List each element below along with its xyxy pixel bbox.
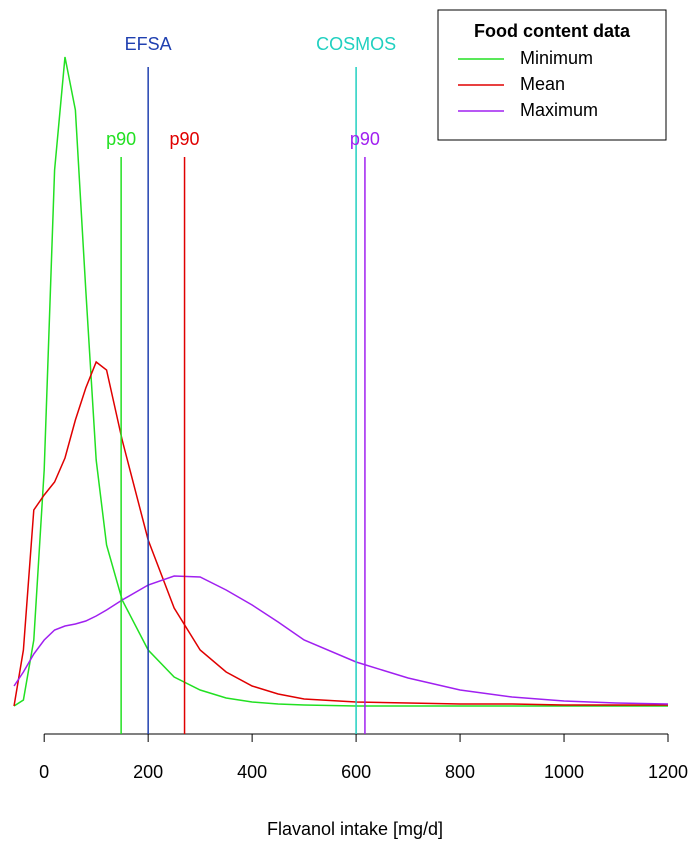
x-tick-label: 600 [341, 762, 371, 782]
density-curve [13, 575, 669, 705]
reference-label: p90 [170, 129, 200, 149]
density-curve [13, 360, 668, 707]
reference-label: p90 [106, 129, 136, 149]
x-tick-label: 1200 [648, 762, 688, 782]
x-tick-label: 400 [237, 762, 267, 782]
x-tick-label: 1000 [544, 762, 584, 782]
reference-label: EFSA [125, 34, 172, 54]
legend-label: Maximum [520, 100, 598, 120]
legend-box [437, 9, 667, 141]
legend-label: Mean [520, 74, 565, 94]
x-tick-label: 800 [445, 762, 475, 782]
x-tick-label: 200 [133, 762, 163, 782]
x-axis-title: Flavanol intake [mg/d] [267, 819, 443, 839]
x-tick-label: 0 [39, 762, 49, 782]
reference-label: COSMOS [316, 34, 396, 54]
density-curve [13, 56, 668, 707]
reference-label: p90 [350, 129, 380, 149]
legend-title: Food content data [474, 21, 631, 41]
legend-label: Minimum [520, 48, 593, 68]
